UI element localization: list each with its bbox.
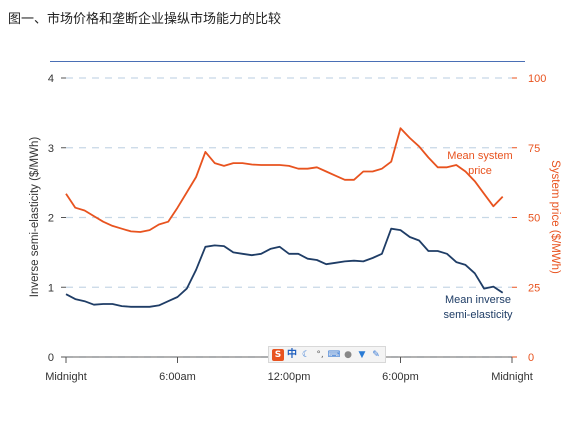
x-tick-label: 6:00pm [382, 371, 419, 383]
wrench-icon[interactable]: ✎ [372, 349, 380, 360]
x-tick-label: 6:00am [159, 371, 196, 383]
x-tick-label: 12:00pm [268, 371, 311, 383]
y-axis-title: Inverse semi-elasticity ($/MWh) [29, 137, 41, 298]
y2-tick-label: 50 [528, 213, 540, 225]
y2-axis-ticks: 0 25 50 75 100 [512, 73, 546, 364]
y2-axis-title: System price ($/MWh) [549, 160, 561, 274]
series-line-inverse [65, 227, 504, 308]
series-line-price [65, 127, 504, 233]
y-tick-label: 3 [48, 143, 54, 155]
series-label-price: Mean system [447, 150, 512, 162]
y-tick-label: 0 [48, 352, 54, 364]
punctuation-icon[interactable]: °, [316, 349, 324, 360]
figure-caption: 图一、市场价格和垄断企业操纵市场能力的比较 [8, 12, 282, 27]
keyboard-icon[interactable]: ⌨ [327, 349, 341, 360]
chinese-mode-icon[interactable]: 中 [287, 348, 297, 360]
y2-tick-label: 100 [528, 73, 546, 85]
y-axis-ticks: 0 1 2 3 4 [48, 73, 66, 364]
user-icon[interactable]: ● [344, 349, 352, 360]
series-lines [65, 127, 504, 308]
series-labels: Mean system price Mean inverse semi-elastic… [443, 150, 513, 321]
y-tick-label: 4 [48, 73, 54, 85]
moon-icon[interactable]: ☾ [301, 349, 311, 360]
y2-tick-label: 0 [528, 352, 534, 364]
sogou-logo-icon[interactable]: S [272, 348, 284, 361]
y2-tick-label: 75 [528, 143, 540, 155]
series-label-inverse: Mean inverse [445, 294, 511, 306]
x-tick-label: Midnight [491, 371, 533, 383]
skin-icon[interactable]: ▼ [358, 349, 366, 360]
ime-toolbar[interactable]: S 中 ☾ °, ⌨ ● ▼ ✎ [268, 346, 386, 363]
series-label-inverse: semi-elasticity [443, 309, 513, 321]
y2-tick-label: 25 [528, 282, 540, 294]
y-tick-label: 2 [48, 213, 54, 225]
x-tick-label: Midnight [45, 371, 87, 383]
top-rule [50, 61, 525, 62]
y-tick-label: 1 [48, 282, 54, 294]
series-label-price: price [468, 165, 492, 177]
